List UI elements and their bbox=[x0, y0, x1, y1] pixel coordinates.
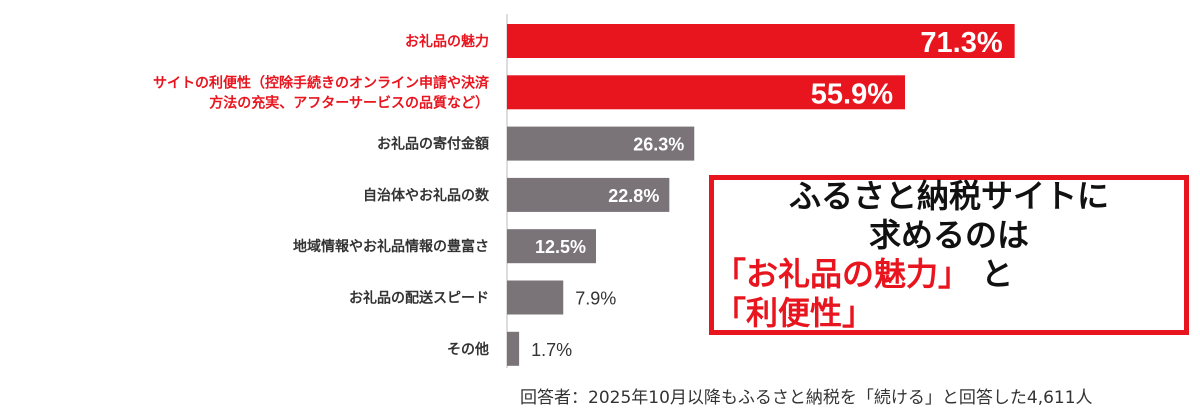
value-label-6: 7.9% bbox=[575, 289, 616, 309]
category-label-2: サイトの利便性（控除手続きのオンライン申請や決済方法の充実、アフターサービスの品… bbox=[153, 74, 490, 111]
bar-1 bbox=[507, 24, 1015, 58]
value-label-1: 71.3% bbox=[920, 27, 1002, 59]
callout-quote-2: 「利便性」 bbox=[714, 294, 875, 333]
value-label-7: 1.7% bbox=[531, 340, 572, 360]
category-label-5-line-1: 地域情報やお礼品情報の豊富さ bbox=[293, 238, 489, 255]
category-label-3: お礼品の寄付金額 bbox=[377, 136, 489, 153]
category-label-4-line-1: 自治体やお礼品の数 bbox=[363, 187, 490, 204]
category-label-7-line-1: その他 bbox=[447, 341, 489, 358]
bar-2 bbox=[507, 75, 906, 110]
category-label-3-line-1: お礼品の寄付金額 bbox=[377, 136, 489, 153]
value-label-4: 22.8% bbox=[608, 186, 659, 206]
value-label-2: 55.9% bbox=[811, 78, 893, 110]
bar-5 bbox=[507, 229, 596, 264]
category-label-6-line-1: お礼品の配送スピード bbox=[349, 290, 489, 307]
category-label-2-line-1: サイトの利便性（控除手続きのオンライン申請や決済 bbox=[153, 74, 490, 91]
callout-box: ふるさと納税サイトに 求めるのは 「お礼品の魅力」 と 「利便性」 bbox=[709, 175, 1189, 335]
category-label-5: 地域情報やお礼品情報の豊富さ bbox=[293, 238, 489, 255]
callout-line-2: 求めるのは bbox=[868, 215, 1029, 254]
footnote: 回答者：2025年10月以降もふるさと納税を「続ける」と回答した4,611人 bbox=[520, 388, 1093, 408]
callout-quote-1: 「お礼品の魅力」 bbox=[714, 255, 971, 293]
bar-7 bbox=[507, 331, 520, 366]
callout-line-3: 「お礼品の魅力」 と 「利便性」 bbox=[714, 255, 1184, 333]
category-label-7: その他 bbox=[447, 341, 489, 358]
category-label-2-line-2: 方法の充実、アフターサービスの品質など） bbox=[209, 94, 489, 111]
callout-connector: と bbox=[981, 255, 1014, 293]
bar-4 bbox=[507, 177, 670, 212]
value-label-3: 26.3% bbox=[633, 135, 684, 155]
category-label-6: お礼品の配送スピード bbox=[349, 290, 489, 307]
category-label-1: お礼品の魅力 bbox=[405, 33, 489, 50]
callout-line-1: ふるさと納税サイトに bbox=[788, 176, 1109, 215]
bar-3 bbox=[507, 126, 695, 161]
bar-6 bbox=[507, 280, 564, 315]
category-label-4: 自治体やお礼品の数 bbox=[363, 187, 490, 204]
value-label-5: 12.5% bbox=[535, 237, 586, 257]
category-label-1-line-1: お礼品の魅力 bbox=[405, 33, 489, 50]
